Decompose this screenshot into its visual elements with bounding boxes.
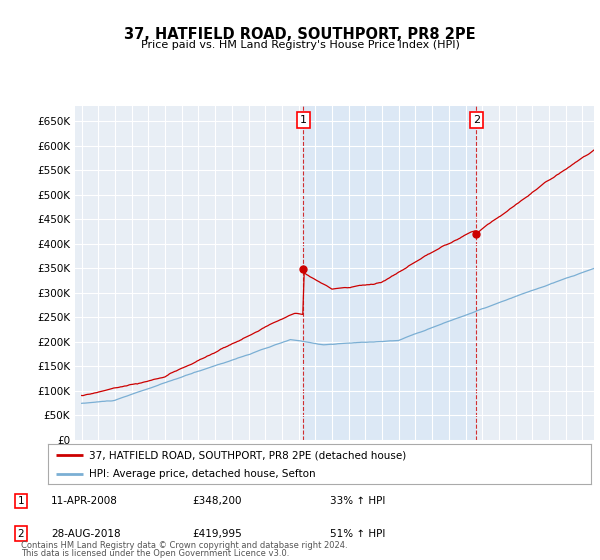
Point (472, 230, 481, 239)
Text: 2: 2 (473, 115, 480, 125)
Text: 37, HATFIELD ROAD, SOUTHPORT, PR8 2PE (detached house): 37, HATFIELD ROAD, SOUTHPORT, PR8 2PE (d… (89, 450, 406, 460)
Text: Price paid vs. HM Land Registry's House Price Index (HPI): Price paid vs. HM Land Registry's House … (140, 40, 460, 50)
Text: 2: 2 (17, 529, 25, 539)
Point (298, 264, 308, 273)
Text: This data is licensed under the Open Government Licence v3.0.: This data is licensed under the Open Gov… (21, 549, 289, 558)
Text: 1: 1 (300, 115, 307, 125)
Text: 11-APR-2008: 11-APR-2008 (51, 496, 118, 506)
Text: £419,995: £419,995 (192, 529, 242, 539)
Text: 37, HATFIELD ROAD, SOUTHPORT, PR8 2PE: 37, HATFIELD ROAD, SOUTHPORT, PR8 2PE (124, 27, 476, 42)
Text: HPI: Average price, detached house, Sefton: HPI: Average price, detached house, Seft… (89, 469, 316, 479)
Text: 28-AUG-2018: 28-AUG-2018 (51, 529, 121, 539)
Text: £348,200: £348,200 (192, 496, 241, 506)
Text: 51% ↑ HPI: 51% ↑ HPI (330, 529, 385, 539)
Text: 1: 1 (17, 496, 25, 506)
Text: 33% ↑ HPI: 33% ↑ HPI (330, 496, 385, 506)
Text: Contains HM Land Registry data © Crown copyright and database right 2024.: Contains HM Land Registry data © Crown c… (21, 541, 347, 550)
Bar (303, 106, 476, 440)
